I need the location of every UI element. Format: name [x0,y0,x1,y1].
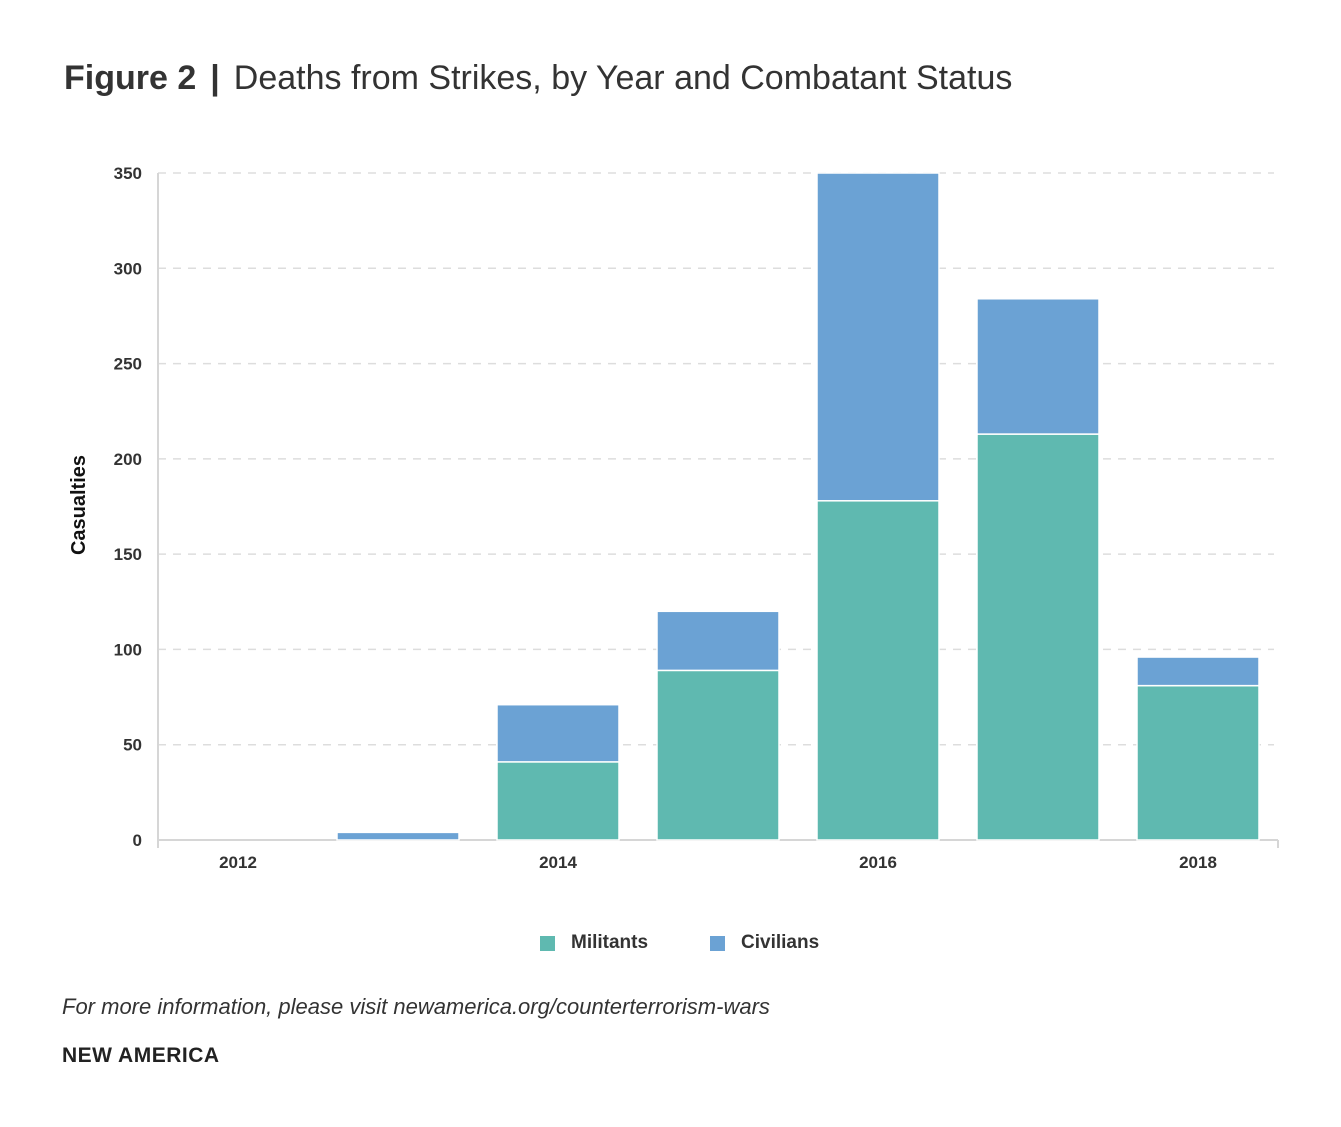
footnote: For more information, please visit newam… [62,994,770,1019]
bar-militants-2015 [656,669,780,841]
x-tick-label-2014: 2014 [539,853,577,872]
bar-civilians-2018 [1136,656,1260,687]
tick-labels: 0 50 100 150 200 250 300 350 2012 2014 2016 2018 [114,164,1217,872]
y-tick-label: 100 [114,640,142,659]
x-tick-label-2016: 2016 [859,853,897,872]
legend-swatch-civilians [710,935,725,951]
stacked-bar-chart: 0 50 100 150 200 250 300 350 2012 2014 2016 2018 Ca… [68,164,1279,872]
chart-title: Figure 2 | Deaths from Strikes, by Year an… [64,56,1012,100]
bar-militants-2017 [976,433,1100,841]
bar-civilians-2013 [336,831,460,841]
y-tick-label: 0 [133,831,142,850]
legend-item-civilians: Civilians [710,928,819,958]
bar-militants-2014 [496,761,620,841]
bars [336,172,1260,841]
title-separator: | [210,59,220,97]
y-tick-label: 300 [114,259,142,278]
x-tick-label-2018: 2018 [1179,853,1217,872]
bar-civilians-2017 [976,298,1100,435]
brand-logo-text: NEW AMERICA [62,1044,220,1067]
y-tick-label: 250 [114,355,142,374]
y-tick-label: 350 [114,164,142,183]
chart-title-text: Deaths from Strikes, by Year and Combata… [233,59,1013,97]
bar-civilians-2014 [496,703,620,763]
legend: Militants Civilians [0,928,1341,958]
legend-item-militants: Militants [540,928,648,958]
y-tick-label: 200 [114,450,142,469]
y-axis-label: Casualties [68,455,90,555]
y-tick-label: 50 [123,736,142,755]
bar-civilians-2015 [656,610,780,672]
bar-militants-2018 [1136,684,1260,841]
bar-militants-2016 [816,500,940,841]
y-tick-label: 150 [114,545,142,564]
legend-swatch-militants [540,935,555,951]
figure-label: Figure 2 [64,59,197,97]
bar-civilians-2016 [816,172,940,502]
x-tick-label-2012: 2012 [219,853,257,872]
legend-label-militants: Militants [571,932,649,953]
legend-label-civilians: Civilians [741,932,820,953]
